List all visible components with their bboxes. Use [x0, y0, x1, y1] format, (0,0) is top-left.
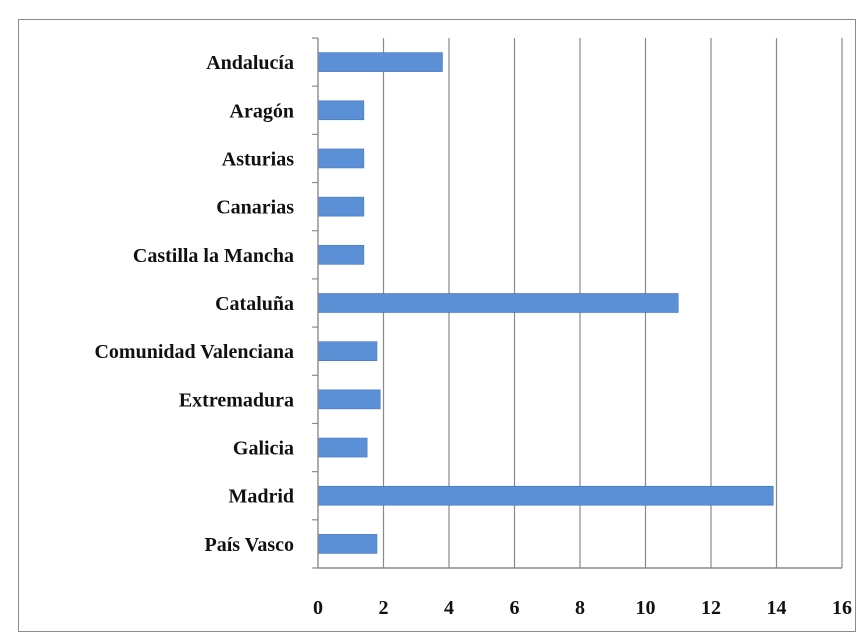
x-tick-label: 4 — [444, 597, 454, 619]
x-tick-label: 14 — [767, 597, 787, 619]
chart-frame — [18, 19, 856, 632]
category-label: Comunidad Valenciana — [94, 341, 294, 363]
bar — [317, 196, 365, 217]
bar — [317, 293, 679, 313]
category-label: Cataluña — [215, 293, 294, 315]
x-tick-label: 16 — [832, 597, 852, 619]
x-tick-label: 0 — [313, 597, 323, 619]
category-label: País Vasco — [205, 534, 294, 556]
x-tick-label: 8 — [575, 597, 585, 619]
category-labels: Andalucía Aragón Asturias Canarias Castilla … — [94, 52, 294, 556]
bar — [317, 245, 365, 265]
bar — [317, 148, 365, 169]
bar — [317, 389, 381, 410]
bars — [317, 52, 774, 554]
category-label: Madrid — [228, 486, 294, 508]
x-tick-label: 10 — [636, 597, 656, 619]
bar — [317, 437, 368, 458]
category-label: Extremadura — [179, 389, 294, 411]
category-label: Andalucía — [206, 52, 294, 74]
x-tick-label: 2 — [379, 597, 389, 619]
category-label: Asturias — [222, 148, 294, 170]
x-tick-label: 6 — [510, 597, 520, 619]
bar — [317, 534, 378, 554]
bar — [317, 485, 774, 506]
category-label: Aragón — [230, 100, 294, 122]
axes — [312, 37, 842, 569]
x-tick-label: 12 — [701, 597, 721, 619]
bar — [317, 100, 365, 121]
category-label: Castilla la Mancha — [133, 245, 294, 267]
tick-labels: 0 2 4 6 8 10 12 14 16 — [313, 597, 852, 619]
category-label: Canarias — [216, 197, 294, 219]
bar — [317, 52, 443, 72]
bar — [317, 341, 378, 361]
category-label: Galicia — [233, 438, 294, 460]
